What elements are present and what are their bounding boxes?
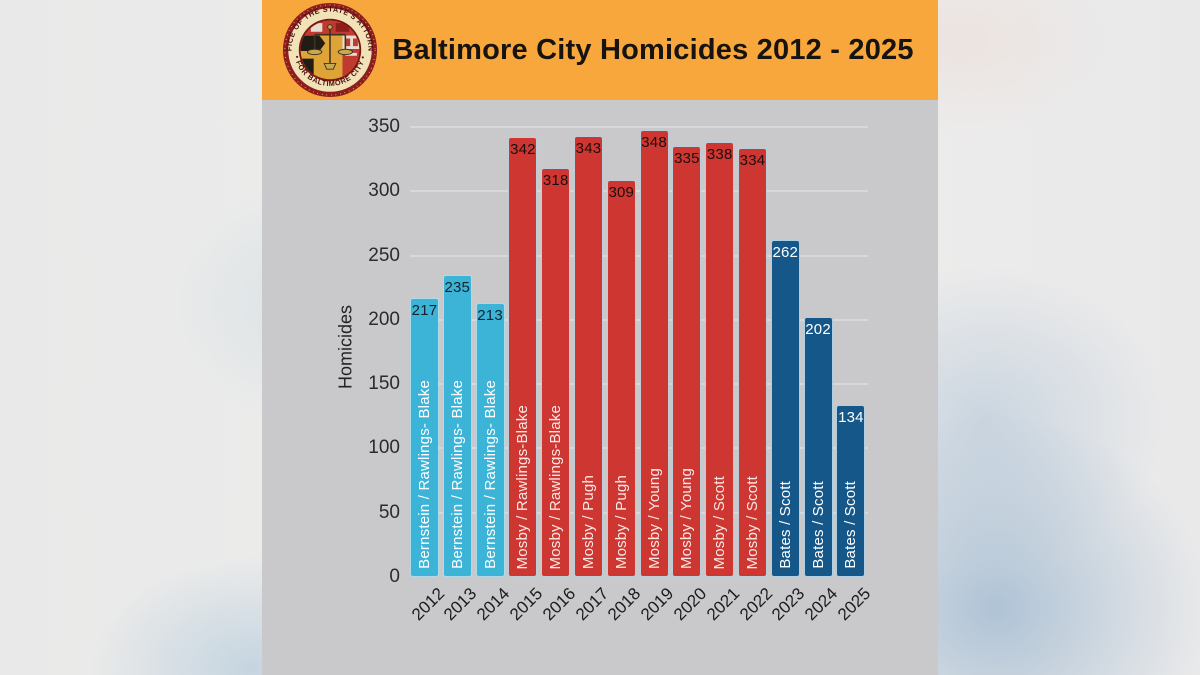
bar-2016: 318 Mosby / Rawlings-Blake xyxy=(541,168,571,577)
bar-2021: 338 Mosby / Scott xyxy=(705,142,735,577)
x-tick-label: 2014 xyxy=(473,584,514,625)
x-tick-label: 2022 xyxy=(735,584,776,625)
bar-name-wrap: Bernstein / Rawlings- Blake xyxy=(477,380,504,569)
seal-dot-ring xyxy=(284,4,376,96)
y-tick-label: 200 xyxy=(368,308,400,330)
gridline-50 xyxy=(410,511,868,514)
y-tick-label: 100 xyxy=(368,437,400,459)
gridline-300 xyxy=(410,190,868,193)
bar-2025: 134 Bates / Scott xyxy=(836,404,866,577)
bar-value-label: 348 xyxy=(641,133,667,151)
seal-inner-art xyxy=(300,20,360,80)
bar-value-label: 318 xyxy=(542,172,569,190)
bar-name-wrap: Mosby / Scott xyxy=(706,476,733,569)
bar-name-wrap: Mosby / Scott xyxy=(739,476,766,569)
bar-name-label: Mosby / Rawlings-Blake xyxy=(514,404,532,569)
bar-name-label: Bates / Scott xyxy=(776,481,794,569)
x-tick-label: 2024 xyxy=(801,584,842,625)
gridline-200 xyxy=(410,318,868,321)
bar-value-label: 335 xyxy=(674,150,700,168)
bar-name-label: Mosby / Pugh xyxy=(612,474,630,569)
bar-2019: 348 Mosby / Young xyxy=(639,129,669,577)
x-tick-label: 2013 xyxy=(440,584,481,625)
bar-2020: 335 Mosby / Young xyxy=(672,146,702,577)
chart-title: Baltimore City Homicides 2012 - 2025 xyxy=(392,33,914,66)
bar-name-label: Mosby / Rawlings-Blake xyxy=(547,404,565,569)
bar-name-label: Bates / Scott xyxy=(809,481,827,569)
x-tick-label: 2019 xyxy=(637,584,678,625)
bar-value-label: 343 xyxy=(575,140,602,157)
x-tick-label: 2020 xyxy=(670,584,711,625)
bar-name-wrap: Mosby / Young xyxy=(673,468,700,569)
gridline-350 xyxy=(410,126,868,128)
x-tick-label: 2021 xyxy=(702,584,744,625)
bar-name-label: Bates / Scott xyxy=(842,481,860,569)
bar-name-wrap: Bernstein / Rawlings- Blake xyxy=(411,380,438,569)
bar-2018: 309 Mosby / Pugh xyxy=(606,179,636,577)
x-tick-label: 2016 xyxy=(538,584,580,625)
y-tick-label: 0 xyxy=(389,566,400,587)
bar-name-wrap: Mosby / Pugh xyxy=(608,475,635,569)
bar-value-label: 202 xyxy=(805,321,831,339)
bar-2012: 217 Bernstein / Rawlings- Blake xyxy=(410,298,439,577)
x-tick-label: 2015 xyxy=(506,584,547,625)
y-tick-label: 300 xyxy=(368,180,400,202)
bar-name-label: Mosby / Young xyxy=(678,467,696,569)
gridline-100 xyxy=(410,447,868,450)
bar-value-label: 213 xyxy=(477,307,503,325)
bar-value-label: 338 xyxy=(706,146,733,164)
bar-value-label: 134 xyxy=(838,408,864,426)
y-tick-label: 350 xyxy=(368,116,400,137)
bar-value-label: 334 xyxy=(739,151,766,169)
bar-2017: 343 Mosby / Pugh xyxy=(574,136,603,577)
bar-name-wrap: Mosby / Rawlings-Blake xyxy=(509,405,536,569)
chart-header: OFFICE OF THE STATE'S ATTORNEY • FOR BAL… xyxy=(262,0,938,100)
bar-name-label: Mosby / Pugh xyxy=(580,474,597,569)
x-tick-label: 2018 xyxy=(604,584,645,625)
states-attorney-seal-icon: OFFICE OF THE STATE'S ATTORNEY • FOR BAL… xyxy=(282,2,378,98)
bar-name-wrap: Bates / Scott xyxy=(805,481,832,569)
bar-value-label: 235 xyxy=(444,278,471,296)
bar-name-label: Mosby / Scott xyxy=(744,475,761,569)
y-tick-label: 250 xyxy=(368,244,400,266)
bar-2023: 262 Bates / Scott xyxy=(770,240,800,577)
bar-value-label: 342 xyxy=(510,141,536,159)
y-tick-label: 50 xyxy=(378,501,400,523)
gridline-150 xyxy=(410,383,868,386)
homicides-bar-chart: Homicides 0 50 100 150 200 250 300 350 217 Bernst… xyxy=(262,0,938,675)
x-tick-label: 2017 xyxy=(571,584,612,625)
bar-2024: 202 Bates / Scott xyxy=(803,317,833,577)
bar-value-label: 262 xyxy=(772,244,799,262)
x-tick-label: 2023 xyxy=(768,584,809,625)
gridline-250 xyxy=(410,254,868,257)
bar-name-wrap: Mosby / Young xyxy=(641,468,668,569)
bar-2022: 334 Mosby / Scott xyxy=(738,147,767,577)
bar-name-wrap: Bernstein / Rawlings- Blake xyxy=(444,380,471,569)
y-tick-label: 150 xyxy=(368,373,400,395)
bar-2013: 235 Bernstein / Rawlings- Blake xyxy=(442,274,472,577)
bar-name-wrap: Bates / Scott xyxy=(772,481,799,569)
bar-2015: 342 Mosby / Rawlings-Blake xyxy=(508,137,538,577)
bar-value-label: 217 xyxy=(411,302,438,319)
x-tick-label: 2025 xyxy=(834,584,875,625)
bar-value-label: 309 xyxy=(608,183,635,201)
bar-name-label: Mosby / Young xyxy=(645,467,663,569)
x-tick-label: 2012 xyxy=(407,584,448,625)
bar-name-label: Bernstein / Rawlings- Blake xyxy=(416,380,433,569)
bar-name-wrap: Mosby / Rawlings-Blake xyxy=(542,405,569,569)
bar-2014: 213 Bernstein / Rawlings- Blake xyxy=(475,303,505,577)
chart-card: OFFICE OF THE STATE'S ATTORNEY • FOR BAL… xyxy=(262,0,938,675)
bar-name-label: Bernstein / Rawlings- Blake xyxy=(448,380,466,569)
bar-name-wrap: Mosby / Pugh xyxy=(575,475,602,569)
bar-name-label: Mosby / Scott xyxy=(711,475,729,569)
bar-name-label: Bernstein / Rawlings- Blake xyxy=(481,380,499,569)
bar-name-wrap: Bates / Scott xyxy=(837,481,864,569)
